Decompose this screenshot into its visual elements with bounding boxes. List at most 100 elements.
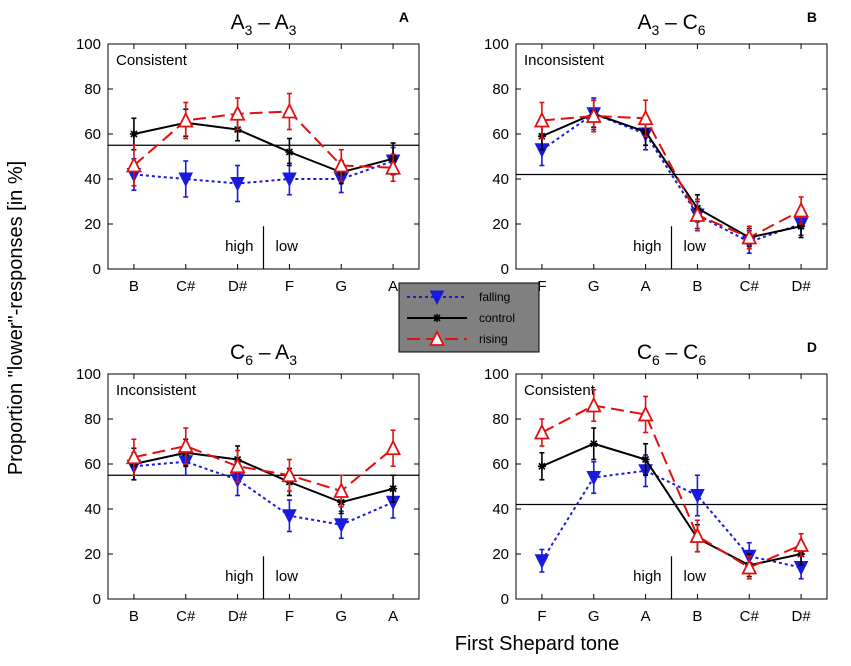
data-point	[534, 554, 550, 569]
low-label: low	[276, 568, 299, 585]
x-tick-label: D#	[228, 608, 248, 625]
y-tick-label: 80	[492, 81, 509, 98]
y-tick-label: 40	[84, 171, 101, 188]
data-point	[389, 484, 398, 493]
data-point	[537, 462, 546, 471]
x-tick-label: F	[285, 608, 294, 625]
data-point	[129, 130, 138, 138]
series-rising	[533, 388, 810, 580]
data-point	[690, 489, 705, 504]
series-falling	[126, 447, 401, 540]
x-tick-label: A	[641, 608, 651, 625]
y-tick-label: 60	[492, 126, 509, 143]
legend-marker	[433, 314, 441, 322]
x-tick-label: D#	[791, 278, 811, 295]
panel-d: 0 20 40 60 80 100 F G A B C# D# C6 – C6 D Consistent hi…	[484, 339, 828, 625]
y-tick-label: 0	[93, 261, 101, 278]
x-tick-label: C#	[740, 608, 760, 625]
y-tick-label: 100	[76, 366, 101, 383]
panel-letter: D	[807, 339, 817, 355]
x-tick-label: A	[641, 278, 651, 295]
data-point	[793, 535, 810, 552]
data-point	[285, 148, 294, 156]
series-line	[133, 444, 394, 493]
y-tick-label: 40	[84, 501, 101, 518]
data-point	[741, 228, 758, 245]
x-tick-label: F	[537, 278, 546, 295]
series-line	[541, 112, 802, 244]
legend-entry-control: control	[407, 311, 515, 325]
legend-entry-rising: rising	[407, 329, 508, 346]
series-line	[133, 110, 394, 169]
condition-label: Consistent	[116, 52, 188, 69]
legend-label: rising	[479, 332, 508, 346]
x-axis-label: First Shepard tone	[455, 633, 620, 655]
panel-title: A3 – C6	[637, 11, 705, 38]
data-point	[637, 405, 654, 422]
data-point	[689, 526, 706, 543]
series-rising	[533, 99, 810, 250]
x-tick-label: F	[285, 278, 294, 295]
legend-label: falling	[479, 290, 510, 304]
series-control	[129, 438, 398, 515]
y-tick-label: 0	[501, 591, 509, 608]
y-tick-label: 100	[484, 366, 509, 383]
series-line	[541, 112, 802, 239]
panels: 0 20 40 60 80 100 B C# D# F G A A3 – A3 A Consistent hi…	[76, 9, 828, 625]
data-point	[229, 457, 246, 474]
x-tick-label: F	[537, 608, 546, 625]
y-tick-label: 0	[93, 591, 101, 608]
data-point	[533, 423, 550, 440]
y-tick-label: 80	[84, 411, 101, 428]
y-tick-label: 20	[84, 546, 101, 563]
data-point	[385, 158, 402, 175]
series-control	[129, 108, 398, 185]
y-tick-label: 20	[492, 216, 509, 233]
low-label: low	[276, 238, 299, 255]
y-tick-label: 60	[84, 126, 101, 143]
x-tick-label: A	[388, 278, 398, 295]
panel-b: 0 20 40 60 80 100 F G A B C# D# A3 – C6 B Inconsistent…	[484, 9, 828, 295]
data-point	[586, 471, 602, 486]
condition-label: Consistent	[524, 382, 596, 399]
y-tick-label: 0	[501, 261, 509, 278]
x-tick-label: G	[588, 278, 600, 295]
data-point	[689, 205, 706, 222]
y-tick-label: 100	[76, 36, 101, 53]
y-tick-label: 40	[492, 501, 509, 518]
panel-letter: B	[807, 9, 817, 25]
data-point	[333, 518, 349, 533]
panel-a: 0 20 40 60 80 100 B C# D# F G A A3 – A3 A Consistent hi…	[76, 9, 420, 295]
x-tick-label: B	[692, 608, 702, 625]
data-point	[281, 102, 298, 119]
legend: falling control rising	[398, 282, 540, 353]
data-point	[230, 177, 245, 192]
series-rising	[125, 427, 402, 508]
x-tick-label: D#	[228, 278, 248, 295]
y-tick-label: 80	[84, 81, 101, 98]
y-tick-label: 60	[492, 456, 509, 473]
panel-title: A3 – A3	[231, 11, 297, 38]
y-tick-label: 100	[484, 36, 509, 53]
data-point	[385, 439, 402, 456]
series-falling	[534, 454, 809, 580]
low-label: low	[684, 238, 707, 255]
legend-marker	[429, 290, 445, 306]
x-tick-label: C#	[176, 608, 196, 625]
y-tick-label: 20	[492, 546, 509, 563]
y-tick-label: 40	[492, 171, 509, 188]
x-tick-label: B	[129, 278, 139, 295]
low-label: low	[684, 568, 707, 585]
panel-title: C6 – A3	[230, 341, 297, 368]
panel-title: C6 – C6	[637, 341, 706, 368]
high-label: high	[225, 568, 253, 585]
x-tick-label: D#	[791, 608, 811, 625]
x-tick-label: G	[335, 608, 347, 625]
y-axis-label: Proportion "lower"-responses [in %]	[5, 161, 27, 475]
data-point	[741, 558, 758, 575]
legend-marker	[429, 329, 445, 346]
data-point	[637, 109, 654, 126]
x-tick-label: G	[588, 608, 600, 625]
data-point	[589, 439, 598, 448]
